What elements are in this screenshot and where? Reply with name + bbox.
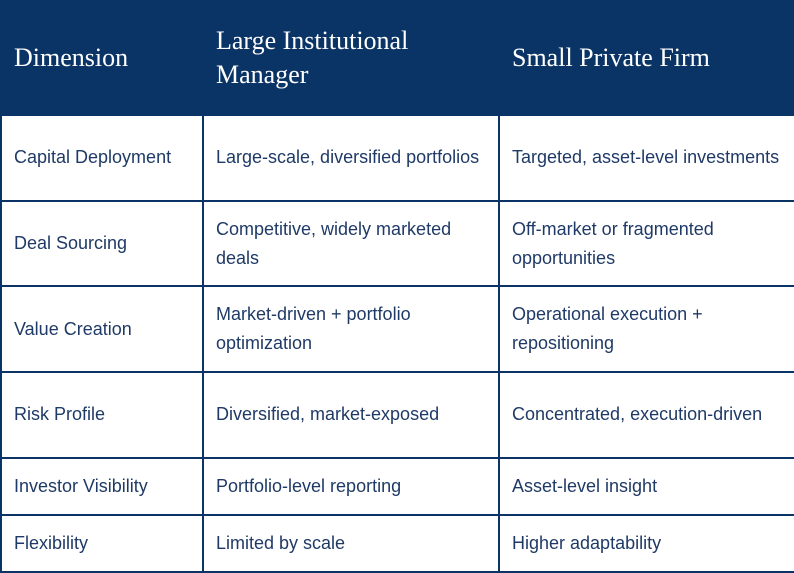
table-row: Risk Profile Diversified, market-exposed C…: [0, 371, 794, 459]
value-cell: Limited by scale: [202, 513, 500, 573]
dimension-cell: Investor Visibility: [0, 456, 204, 516]
dimension-cell: Capital Deployment: [0, 114, 204, 202]
dimension-cell: Flexibility: [0, 513, 204, 573]
dimension-cell: Deal Sourcing: [0, 199, 204, 288]
header-row: Dimension Large Institutional Manager Sm…: [0, 0, 794, 116]
value-cell: Higher adaptability: [498, 513, 794, 573]
value-cell: Competitive, widely marketed deals: [202, 199, 500, 288]
value-cell: Concentrated, execution-driven: [498, 371, 794, 459]
header-cell: Dimension: [0, 0, 204, 116]
table-row: Investor Visibility Portfolio-level repor…: [0, 456, 794, 516]
value-cell: Large-scale, diversified portfolios: [202, 114, 500, 202]
dimension-cell: Value Creation: [0, 285, 204, 374]
value-cell: Diversified, market-exposed: [202, 371, 500, 459]
header-cell: Small Private Firm: [498, 0, 794, 116]
value-cell: Operational execution + repositioning: [498, 285, 794, 374]
header-cell: Large Institutional Manager: [202, 0, 500, 116]
table-header: Dimension Large Institutional Manager Sm…: [0, 0, 794, 116]
table-row: Value Creation Market-driven + portfolio …: [0, 285, 794, 374]
value-cell: Off-market or fragmented opportunities: [498, 199, 794, 288]
table-body: Capital Deployment Large-scale, diversifi…: [0, 114, 794, 573]
table-row: Flexibility Limited by scale Higher adapta…: [0, 513, 794, 573]
value-cell: Asset-level insight: [498, 456, 794, 516]
value-cell: Portfolio-level reporting: [202, 456, 500, 516]
table-row: Deal Sourcing Competitive, widely markete…: [0, 199, 794, 288]
dimension-cell: Risk Profile: [0, 371, 204, 459]
value-cell: Targeted, asset-level investments: [498, 114, 794, 202]
table-row: Capital Deployment Large-scale, diversifi…: [0, 114, 794, 202]
value-cell: Market-driven + portfolio optimization: [202, 285, 500, 374]
